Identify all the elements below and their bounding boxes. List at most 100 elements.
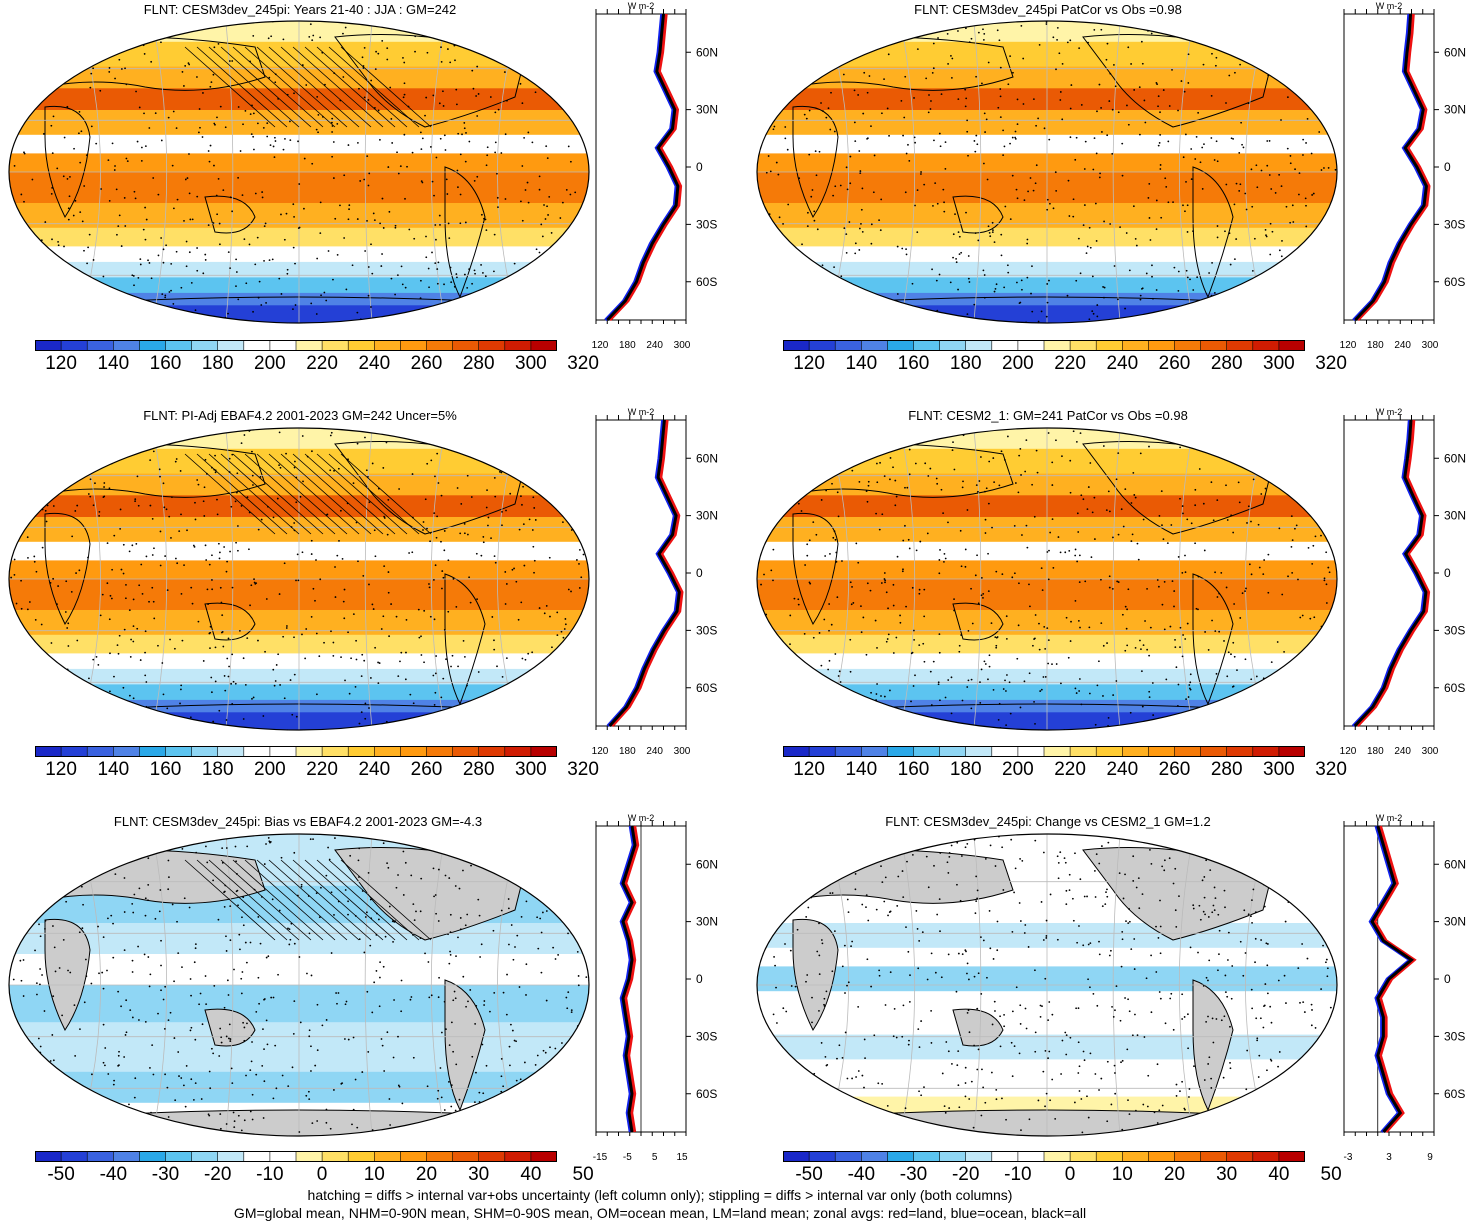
- colorbar-swatch: [61, 746, 88, 757]
- colorbar-swatch: [913, 1151, 941, 1162]
- colorbar-tick-label: 240: [358, 353, 391, 374]
- colorbar-swatch: [348, 1151, 375, 1162]
- colorbar-tick-label: 160: [149, 759, 182, 780]
- colorbar-swatch: [35, 746, 62, 757]
- colorbar-tick-label: 20: [1163, 1164, 1186, 1185]
- colorbar-tick-label: -50: [795, 1164, 823, 1185]
- map-border: [756, 20, 1338, 324]
- zonal-y-label: 60N: [696, 857, 718, 871]
- colorbar-swatch: [374, 1151, 401, 1162]
- colorbar-swatch: [1070, 746, 1097, 757]
- colorbar-swatch: [1174, 1151, 1202, 1162]
- continent-outline: [444, 573, 486, 706]
- zonal-line-all: [608, 419, 681, 728]
- colorbar-swatch: [113, 340, 140, 351]
- continent-outline: [334, 847, 526, 941]
- colorbar-swatch: [348, 340, 375, 351]
- zonal-x-label: 180: [619, 746, 636, 757]
- colorbar: [35, 746, 557, 757]
- zonal-line-all: [621, 825, 637, 1133]
- colorbar-swatch: [1017, 1151, 1045, 1162]
- colorbar-swatch: [87, 746, 114, 757]
- continent-outline: [792, 512, 839, 625]
- colorbar-swatch: [530, 1151, 557, 1162]
- colorbar-tick-label: 260: [410, 759, 443, 780]
- colorbar-tick-label: 280: [462, 759, 495, 780]
- colorbar-tick-label: 180: [949, 353, 982, 374]
- zonal-x-label: 240: [646, 746, 663, 757]
- colorbar-tick-label: 40: [520, 1164, 542, 1185]
- colorbar-swatch: [1122, 340, 1149, 351]
- continent-outline: [44, 918, 91, 1031]
- colorbar-tick-label: -20: [203, 1164, 232, 1185]
- colorbar-swatch: [991, 746, 1019, 757]
- colorbar: [783, 1151, 1305, 1162]
- map-border: [756, 427, 1338, 731]
- zonal-x-label: 300: [674, 746, 691, 757]
- colorbar-tick-label: 240: [1106, 759, 1139, 780]
- colorbar-swatch: [217, 746, 245, 757]
- colorbar-swatch: [1122, 1151, 1149, 1162]
- colorbar-swatch: [835, 746, 862, 757]
- colorbar-swatch: [478, 1151, 506, 1162]
- footer-line2: GM=global mean, NHM=0-90N mean, SHM=0-90…: [233, 1205, 1087, 1221]
- continent-outline: [1082, 34, 1274, 128]
- continent-outline: [1082, 847, 1274, 941]
- zonal-y-label: 60S: [696, 275, 717, 289]
- colorbar-swatch: [835, 1151, 862, 1162]
- colorbar-tick-label: 300: [515, 353, 547, 374]
- zonal-y-label: 0: [1444, 972, 1451, 986]
- panel-title: FLNT: CESM3dev_245pi: Years 21-40 : JJA …: [143, 2, 457, 17]
- colorbar-tick-label: -50: [47, 1164, 75, 1185]
- colorbar-swatch: [504, 340, 532, 351]
- colorbar-tick-label: 280: [1210, 353, 1243, 374]
- colorbar-tick-label: 240: [358, 759, 391, 780]
- colorbar-tick-label: -20: [951, 1164, 980, 1185]
- colorbar-tick-label: 160: [897, 759, 930, 780]
- colorbar-swatch: [913, 746, 941, 757]
- colorbar-swatch: [530, 340, 557, 351]
- colorbar-swatch: [426, 746, 454, 757]
- hatching: [184, 859, 432, 941]
- colorbar-tick-label: 260: [410, 353, 443, 374]
- graticule-line: [1178, 428, 1195, 730]
- zonal-line-ocean: [1368, 825, 1413, 1133]
- colorbar-tick-label: 120: [793, 353, 825, 374]
- graticule-line: [973, 834, 982, 1136]
- colorbar-swatch: [243, 746, 271, 757]
- colorbar-swatch: [991, 1151, 1019, 1162]
- colorbar-swatch: [1148, 746, 1175, 757]
- zonal-y-label: 60S: [1444, 275, 1465, 289]
- colorbar-swatch: [530, 746, 557, 757]
- continent-outline: [44, 105, 91, 218]
- colorbar-swatch: [783, 746, 810, 757]
- colorbar-swatch: [1070, 340, 1097, 351]
- zonal-x-label: 120: [1340, 746, 1357, 757]
- colorbar-tick-label: 300: [515, 759, 547, 780]
- colorbar-swatch: [1096, 746, 1123, 757]
- graticule-line: [1112, 428, 1121, 730]
- zonal-x-label: 300: [674, 340, 691, 351]
- colorbar-swatch: [87, 1151, 114, 1162]
- zonal-line-all: [1370, 825, 1414, 1133]
- colorbar-swatch: [809, 1151, 836, 1162]
- colorbar-tick-label: 120: [45, 759, 77, 780]
- colorbar-swatch: [452, 340, 480, 351]
- zonal-y-label: 30N: [1444, 915, 1466, 929]
- colorbar-swatch: [296, 1151, 323, 1162]
- colorbar-tick-label: 220: [1054, 353, 1086, 374]
- graticule-line: [973, 428, 982, 730]
- zonal-x-label: 9: [1427, 1152, 1433, 1163]
- continent-outline: [1192, 166, 1234, 299]
- colorbar-swatch: [1017, 746, 1045, 757]
- graticule-line: [1178, 21, 1195, 323]
- footer-line1: hatching = diffs > internal var+obs unce…: [307, 1187, 1013, 1203]
- zonal-line-ocean: [1351, 419, 1426, 728]
- map: [8, 833, 590, 1137]
- zonal-x-label: 240: [1394, 340, 1411, 351]
- colorbar-swatch: [783, 1151, 810, 1162]
- colorbar-tick-label: 200: [1002, 759, 1034, 780]
- colorbar-swatch: [783, 340, 810, 351]
- map: [756, 427, 1338, 731]
- colorbar-swatch: [165, 746, 193, 757]
